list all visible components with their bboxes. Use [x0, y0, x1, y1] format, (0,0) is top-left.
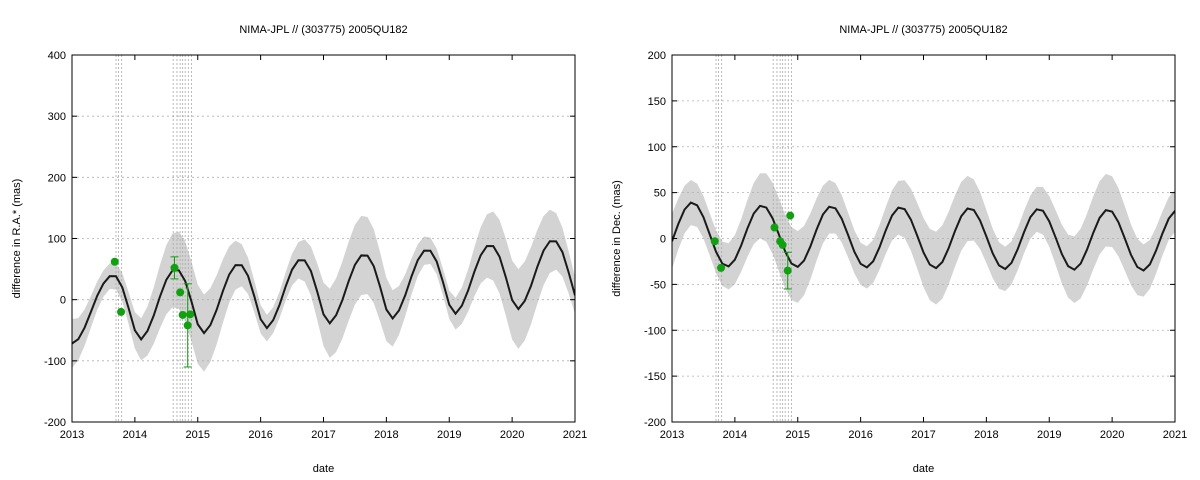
x-tick-label: 2017 — [311, 429, 335, 441]
plot-content — [72, 55, 575, 422]
x-tick-label: 2015 — [786, 429, 810, 441]
x-axis-label: date — [913, 463, 934, 475]
observation-point — [717, 263, 726, 272]
x-tick-label: 2019 — [437, 429, 461, 441]
x-tick-label: 2013 — [660, 429, 684, 441]
y-tick-label: 100 — [48, 234, 66, 246]
model-line — [72, 240, 575, 345]
y-tick-label: 0 — [60, 295, 66, 307]
x-tick-label: 2020 — [500, 429, 524, 441]
y-tick-label: 200 — [648, 50, 666, 62]
y-tick-label: 400 — [48, 50, 66, 62]
y-tick-label: 150 — [648, 96, 666, 108]
x-tick-label: 2018 — [974, 429, 998, 441]
observation-point — [778, 240, 787, 249]
uncertainty-band — [672, 173, 1175, 305]
chart-title: NIMA-JPL // (303775) 2005QU182 — [839, 24, 1007, 36]
y-tick-label: 100 — [648, 142, 666, 154]
observation-point — [110, 257, 119, 266]
x-tick-label: 2014 — [123, 429, 147, 441]
observation-point — [783, 266, 792, 275]
observation-point — [178, 310, 187, 319]
observation-point — [176, 288, 185, 297]
observation-point — [770, 223, 779, 232]
observation-point — [170, 263, 179, 272]
x-tick-label: 2018 — [374, 429, 398, 441]
y-tick-label: 300 — [48, 111, 66, 123]
y-tick-label: -200 — [644, 417, 666, 429]
observation-point — [117, 307, 126, 316]
y-tick-label: 200 — [48, 172, 66, 184]
uncertainty-band — [72, 209, 575, 372]
y-tick-label: -200 — [44, 417, 66, 429]
x-tick-label: 2016 — [248, 429, 272, 441]
y-tick-label: -50 — [650, 279, 666, 291]
y-tick-label: -150 — [644, 371, 666, 383]
x-tick-label: 2017 — [911, 429, 935, 441]
chart-title: NIMA-JPL // (303775) 2005QU182 — [239, 24, 407, 36]
y-tick-label: 50 — [654, 188, 666, 200]
x-tick-label: 2016 — [848, 429, 872, 441]
observation-point — [786, 211, 795, 220]
y-axis-label: difference in R.A.* (mas) — [11, 179, 23, 299]
observation-point — [183, 321, 192, 330]
model-line — [672, 201, 1175, 272]
y-tick-label: -100 — [44, 356, 66, 368]
x-tick-label: 2020 — [1100, 429, 1124, 441]
x-tick-label: 2013 — [60, 429, 84, 441]
observation-point — [186, 310, 195, 319]
x-tick-label: 2019 — [1037, 429, 1061, 441]
y-tick-label: -100 — [644, 325, 666, 337]
x-axis-label: date — [313, 463, 334, 475]
observation-point — [710, 237, 719, 246]
y-axis-label: difference in Dec. (mas) — [611, 180, 623, 297]
y-tick-label: 0 — [660, 234, 666, 246]
plot-content — [672, 55, 1175, 422]
x-tick-label: 2021 — [1163, 429, 1187, 441]
x-tick-label: 2015 — [186, 429, 210, 441]
chart-ra: 2013 2014 2015 2016 2017 2018 2019 2020 2021 -200… — [11, 24, 587, 475]
x-tick-label: 2014 — [723, 429, 747, 441]
chart-dec: 2013 2014 2015 2016 2017 2018 2019 2020 2021 -200… — [611, 24, 1187, 475]
x-tick-label: 2021 — [563, 429, 587, 441]
